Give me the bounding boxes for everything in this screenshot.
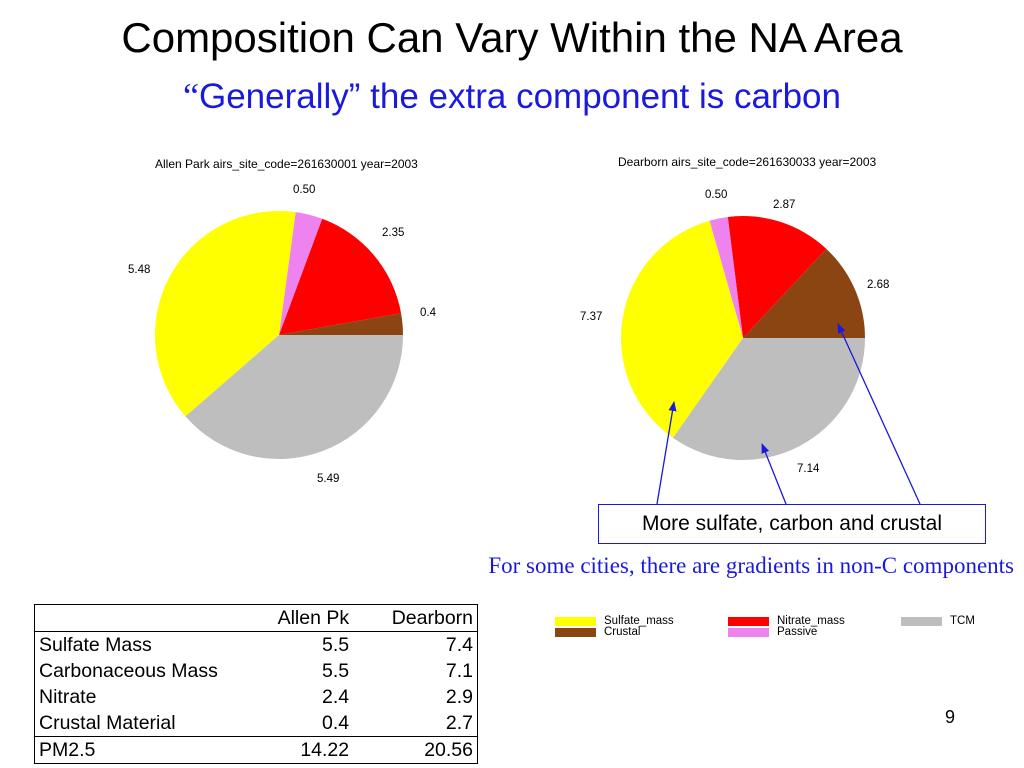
table-row: Sulfate Mass 5.5 7.4 (35, 632, 478, 659)
table-total-allen-pk: 14.22 (300, 738, 350, 761)
callout-box: More sulfate, carbon and crustal (598, 504, 986, 544)
legend-label-nitrate: Nitrate_mass (777, 615, 845, 627)
pie-slice-sulfate-mass (154, 210, 296, 417)
pie-slice-crustal (743, 248, 865, 338)
dearborn-label-sulfate: 7.37 (580, 311, 603, 323)
pie-slice-sulfate-mass (621, 220, 743, 438)
pie-slice-crustal (279, 313, 403, 335)
table-cell-name: Sulfate Mass (39, 633, 152, 656)
pie-slice-passive (279, 212, 323, 335)
subtitle-open-quote: “ (183, 76, 199, 116)
table-row: Crustal Material 0.4 2.7 (35, 710, 478, 737)
table-header-row: Allen Pk Dearborn (34, 605, 478, 632)
dearborn-label-passive: 0.50 (705, 189, 728, 201)
pie-slice-nitrate-mass (279, 218, 402, 335)
table-cell-name: Nitrate (39, 685, 97, 708)
pie-slice-tcm (185, 335, 403, 460)
slide-subtitle: “Generally” the extra component is carbo… (0, 74, 1024, 119)
table-total-row: PM2.5 14.22 20.56 (34, 736, 478, 764)
allen-park-label-passive: 0.50 (293, 184, 316, 196)
legend-swatch-tcm (901, 617, 942, 626)
table-cell-dearborn: 7.1 (445, 659, 473, 682)
page-number: 9 (945, 707, 956, 727)
callout-arrows (656, 323, 921, 505)
chart-title-allen-park: Allen Park airs_site_code=261630001 year… (155, 157, 418, 171)
callout-arrow-carbon (761, 443, 787, 505)
legend-swatch-nitrate (728, 617, 769, 626)
dearborn-label-crustal: 2.68 (867, 279, 890, 291)
table-header-dearborn: Dearborn (391, 606, 473, 629)
table-cell-allen-pk: 2.4 (322, 685, 350, 708)
legend-label-sulfate: Sulfate_mass (604, 615, 674, 627)
composition-table: Allen Pk Dearborn Sulfate Mass 5.5 7.4 C… (34, 604, 478, 764)
table-cell-allen-pk: 0.4 (322, 711, 350, 734)
table-cell-dearborn: 2.7 (445, 711, 473, 734)
table-cell-dearborn: 7.4 (445, 633, 473, 656)
dearborn-pie (621, 216, 865, 460)
chart-title-dearborn: Dearborn airs_site_code=261630033 year=2… (618, 155, 877, 169)
legend-swatch-passive (728, 628, 769, 637)
allen-park-label-tcm: 5.49 (317, 473, 340, 485)
dearborn-label-nitrate: 2.87 (773, 199, 796, 211)
allen-park-pie (154, 210, 403, 460)
legend-label-passive: Passive (777, 626, 818, 638)
subtitle-text: Generally” the extra component is carbon (198, 77, 841, 116)
table-cell-allen-pk: 5.5 (322, 633, 350, 656)
legend-label-tcm: TCM (950, 615, 975, 627)
table-total-dearborn: 20.56 (424, 738, 473, 761)
table-cell-allen-pk: 5.5 (322, 659, 350, 682)
pie-slice-nitrate-mass (727, 216, 827, 338)
table-row: Carbonaceous Mass 5.5 7.1 (35, 658, 478, 684)
pie-slice-tcm (672, 338, 865, 460)
legend-label-crustal: Crustal (604, 626, 641, 638)
table-row: Nitrate 2.4 2.9 (35, 684, 478, 710)
table-header-allen-pk: Allen Pk (277, 606, 350, 629)
table-cell-name: Crustal Material (39, 711, 176, 734)
allen-park-label-nitrate: 2.35 (382, 227, 405, 239)
callout-arrow-crustal (837, 323, 921, 505)
gradient-note: For some cities, there are gradients in … (488, 553, 1014, 578)
table-header-blank (35, 605, 244, 632)
dearborn-label-tcm: 7.14 (797, 463, 820, 475)
allen-park-label-sulfate: 5.48 (128, 264, 151, 276)
callout-arrow-sulfate (656, 401, 677, 505)
pie-slice-passive (709, 216, 743, 338)
table-cell-dearborn: 2.9 (445, 685, 473, 708)
slide-title: Composition Can Vary Within the NA Area (121, 14, 903, 61)
legend-swatch-sulfate (555, 617, 596, 626)
legend-swatch-crustal (555, 628, 596, 637)
allen-park-label-crustal: 0.4 (420, 307, 436, 319)
table-cell-name: Carbonaceous Mass (39, 659, 218, 682)
table-total-name: PM2.5 (39, 738, 96, 761)
